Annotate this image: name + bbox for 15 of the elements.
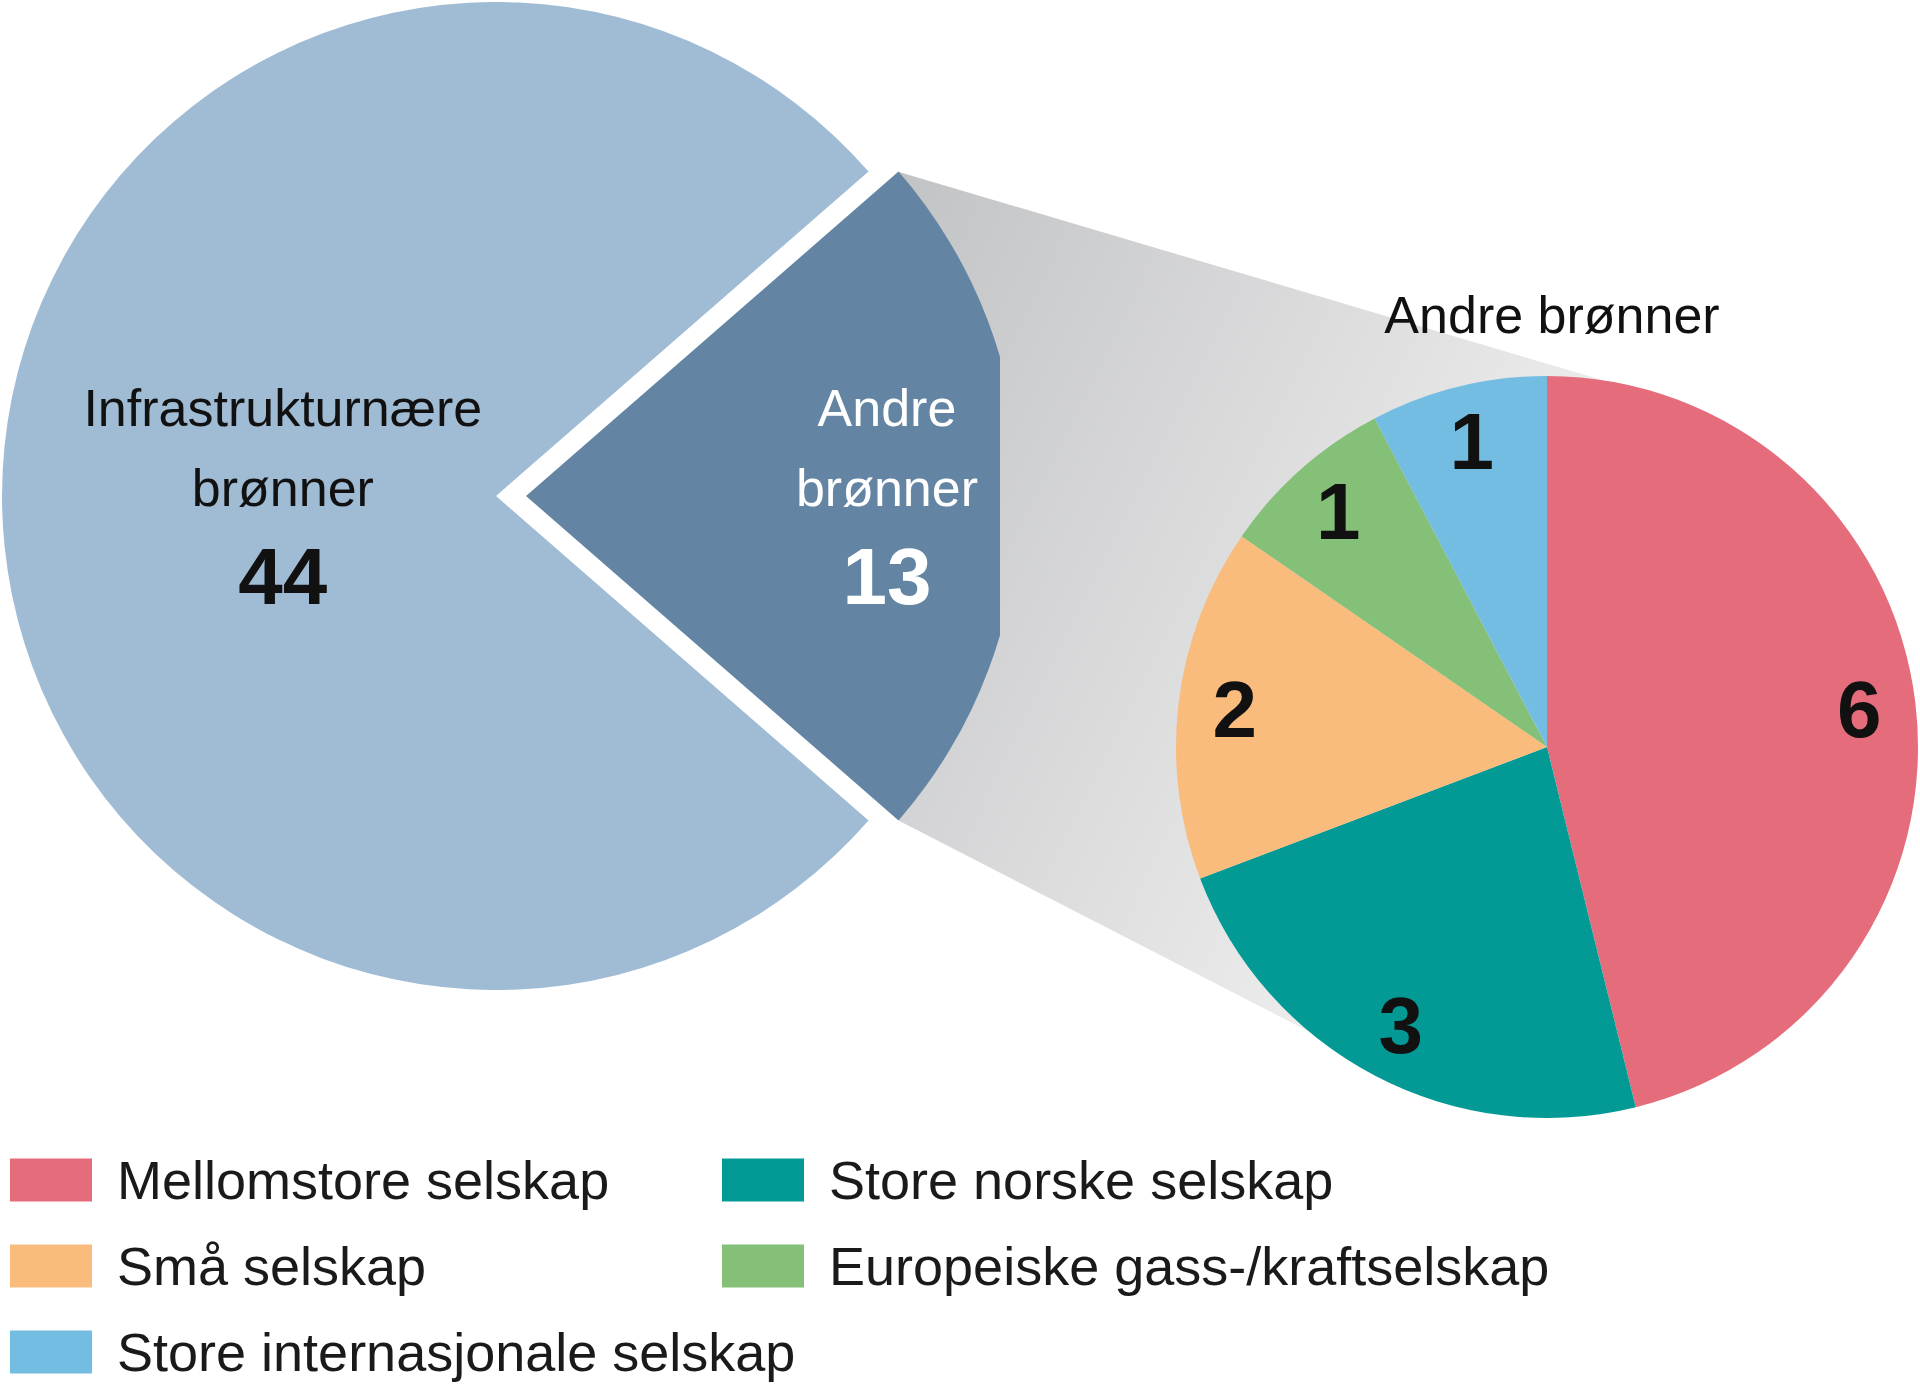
- data-label: 1: [1316, 466, 1361, 556]
- data-label: 1: [1449, 397, 1494, 486]
- data-label: 2: [1212, 664, 1257, 754]
- legend-label: Mellomstore selskap: [117, 1150, 610, 1210]
- data-label: 13: [842, 531, 932, 621]
- slice-label: Infrastrukturnære brønner: [83, 379, 483, 517]
- data-label: 44: [238, 531, 328, 621]
- data-label: 3: [1378, 981, 1424, 1071]
- legend-label: Europeiske gass-/kraftselskap: [829, 1236, 1550, 1296]
- slice-label: Andre brønner: [795, 379, 978, 517]
- legend-label: Små selskap: [117, 1236, 427, 1296]
- legend-label: Store norske selskap: [829, 1150, 1334, 1210]
- data-label: 6: [1837, 664, 1882, 754]
- legend-label: Store internasjonale selskap: [117, 1322, 796, 1382]
- chart-title: Andre brønner: [1384, 286, 1720, 344]
